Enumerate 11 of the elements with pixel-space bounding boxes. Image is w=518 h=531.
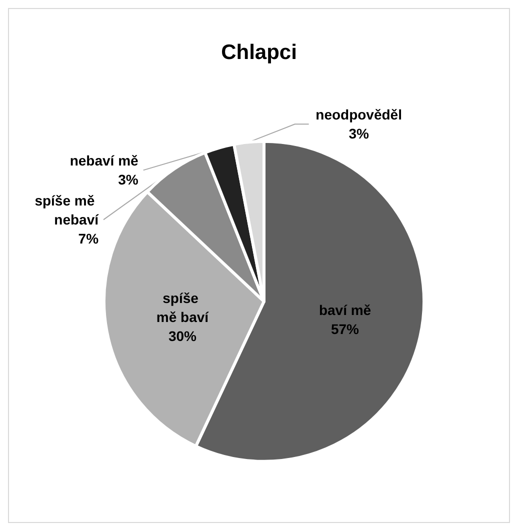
slice-label: nebaví mě	[70, 152, 139, 169]
data-label: 7%	[78, 230, 100, 247]
slice-label: spíše mě nebaví	[34, 192, 100, 228]
data-label: 30%	[168, 328, 198, 344]
slice-label: spíše mě baví	[156, 290, 210, 325]
data-label: 3%	[118, 172, 139, 188]
data-label: 57%	[330, 321, 360, 338]
chart-title: Chlapci	[221, 41, 297, 64]
slice-label: baví mě	[318, 302, 372, 318]
slice-label: neodpověděl	[316, 106, 402, 123]
data-label: 3%	[348, 126, 370, 142]
